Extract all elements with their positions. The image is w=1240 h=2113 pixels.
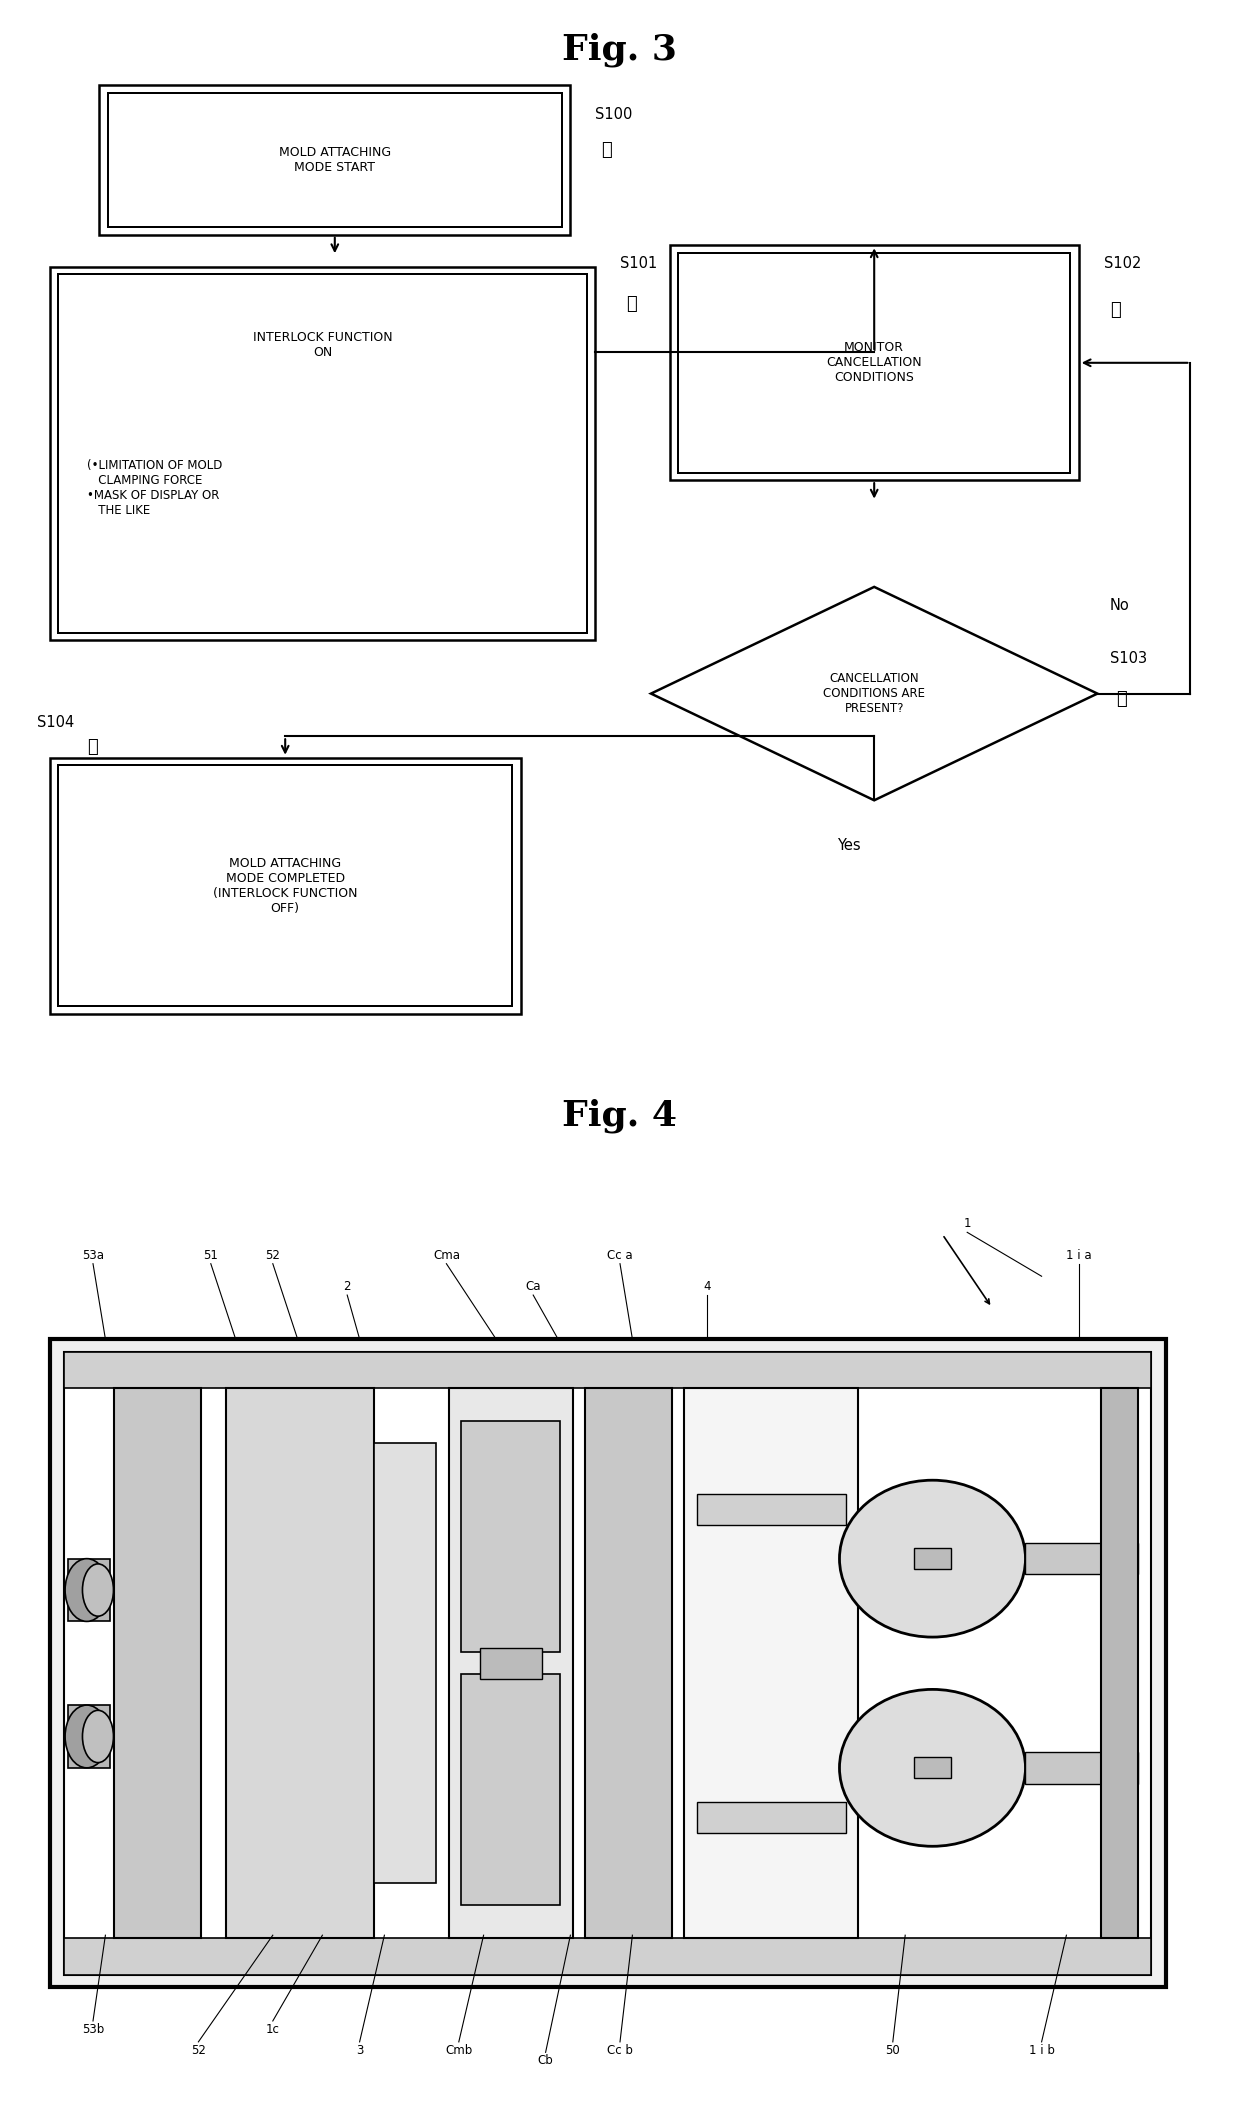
Text: 50: 50 (885, 2043, 900, 2056)
FancyBboxPatch shape (50, 266, 595, 640)
Text: Fig. 3: Fig. 3 (563, 32, 677, 66)
Ellipse shape (82, 1564, 113, 1616)
FancyBboxPatch shape (108, 93, 562, 228)
Text: 1 i b: 1 i b (1029, 2043, 1054, 2056)
FancyBboxPatch shape (697, 1494, 846, 1526)
Text: 51: 51 (203, 1249, 218, 1261)
FancyBboxPatch shape (374, 1443, 436, 1883)
Text: Yes: Yes (837, 837, 861, 854)
Text: S101: S101 (620, 256, 657, 270)
FancyBboxPatch shape (1025, 1542, 1138, 1574)
Text: Cmb: Cmb (445, 2043, 472, 2056)
FancyBboxPatch shape (678, 254, 1070, 473)
FancyBboxPatch shape (914, 1758, 951, 1779)
Text: 4: 4 (703, 1280, 711, 1293)
FancyBboxPatch shape (64, 1938, 1151, 1976)
FancyBboxPatch shape (58, 765, 512, 1006)
Text: ⌣: ⌣ (626, 296, 637, 313)
Text: No: No (1110, 598, 1130, 613)
FancyBboxPatch shape (99, 85, 570, 235)
FancyBboxPatch shape (670, 245, 1079, 480)
FancyBboxPatch shape (114, 1388, 201, 1938)
FancyBboxPatch shape (68, 1559, 110, 1621)
Text: ⌣: ⌣ (87, 737, 98, 756)
Text: ⌣: ⌣ (601, 142, 613, 158)
Text: CANCELLATION
CONDITIONS ARE
PRESENT?: CANCELLATION CONDITIONS ARE PRESENT? (823, 672, 925, 714)
FancyBboxPatch shape (449, 1388, 573, 1938)
FancyBboxPatch shape (697, 1802, 846, 1832)
Text: (•LIMITATION OF MOLD
   CLAMPING FORCE
•MASK OF DISPLAY OR
   THE LIKE: (•LIMITATION OF MOLD CLAMPING FORCE •MAS… (87, 459, 222, 518)
Text: 1: 1 (963, 1217, 971, 1230)
Text: ⌣: ⌣ (1110, 300, 1121, 319)
Text: MOLD ATTACHING
MODE COMPLETED
(INTERLOCK FUNCTION
OFF): MOLD ATTACHING MODE COMPLETED (INTERLOCK… (213, 856, 357, 915)
Circle shape (839, 1481, 1025, 1638)
Ellipse shape (82, 1709, 113, 1762)
Text: Fig. 4: Fig. 4 (563, 1099, 677, 1133)
Circle shape (839, 1690, 1025, 1847)
Text: Cma: Cma (433, 1249, 460, 1261)
Text: 52: 52 (191, 2043, 206, 2056)
FancyBboxPatch shape (58, 275, 587, 632)
Ellipse shape (64, 1559, 109, 1621)
Ellipse shape (64, 1705, 109, 1769)
FancyBboxPatch shape (50, 1340, 1166, 1988)
FancyBboxPatch shape (226, 1388, 374, 1938)
FancyBboxPatch shape (50, 759, 521, 1014)
Text: MOLD ATTACHING
MODE START: MOLD ATTACHING MODE START (279, 146, 391, 173)
FancyBboxPatch shape (914, 1549, 951, 1570)
Text: 1c: 1c (265, 2022, 280, 2035)
Text: S102: S102 (1104, 256, 1141, 270)
Text: 1 i a: 1 i a (1066, 1249, 1091, 1261)
Text: MONITOR
CANCELLATION
CONDITIONS: MONITOR CANCELLATION CONDITIONS (826, 342, 923, 385)
Text: ⌣: ⌣ (1116, 691, 1127, 708)
Text: 52: 52 (265, 1249, 280, 1261)
FancyBboxPatch shape (480, 1648, 542, 1680)
Text: S100: S100 (595, 106, 632, 123)
FancyBboxPatch shape (68, 1705, 110, 1769)
FancyBboxPatch shape (1101, 1388, 1138, 1938)
Text: 3: 3 (356, 2043, 363, 2056)
FancyBboxPatch shape (461, 1673, 560, 1906)
FancyBboxPatch shape (1025, 1752, 1138, 1783)
FancyBboxPatch shape (461, 1422, 560, 1652)
Text: S103: S103 (1110, 651, 1147, 666)
FancyBboxPatch shape (585, 1388, 672, 1938)
Text: S104: S104 (37, 714, 74, 729)
Text: Cb: Cb (538, 2054, 553, 2067)
Text: Cc b: Cc b (608, 2043, 632, 2056)
Text: INTERLOCK FUNCTION
ON: INTERLOCK FUNCTION ON (253, 332, 392, 359)
Text: 2: 2 (343, 1280, 351, 1293)
FancyBboxPatch shape (64, 1352, 1151, 1388)
Polygon shape (651, 587, 1097, 801)
Text: Ca: Ca (526, 1280, 541, 1293)
FancyBboxPatch shape (684, 1388, 858, 1938)
FancyBboxPatch shape (64, 1352, 1151, 1976)
Text: Cc a: Cc a (608, 1249, 632, 1261)
Text: 53b: 53b (82, 2022, 104, 2035)
Text: 53a: 53a (82, 1249, 104, 1261)
